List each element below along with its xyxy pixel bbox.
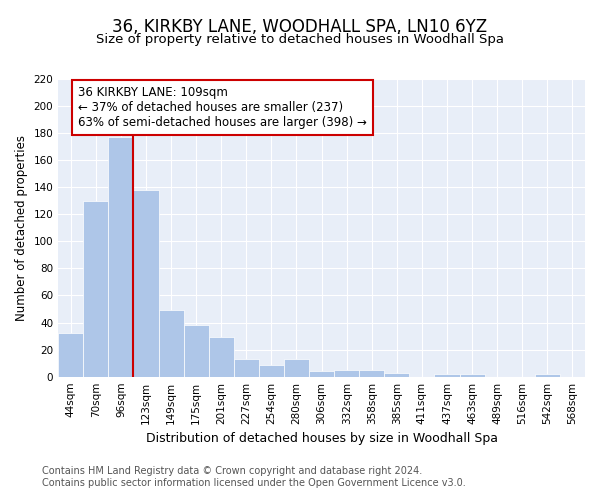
- Bar: [209, 338, 234, 376]
- Bar: [359, 370, 385, 376]
- Bar: [284, 359, 309, 376]
- Text: 36 KIRKBY LANE: 109sqm
← 37% of detached houses are smaller (237)
63% of semi-de: 36 KIRKBY LANE: 109sqm ← 37% of detached…: [78, 86, 367, 129]
- Bar: [259, 364, 284, 376]
- Bar: [385, 372, 409, 376]
- Bar: [334, 370, 359, 376]
- Bar: [109, 137, 133, 376]
- Bar: [184, 326, 209, 376]
- Bar: [460, 374, 485, 376]
- Bar: [158, 310, 184, 376]
- Bar: [309, 372, 334, 376]
- Bar: [83, 201, 109, 376]
- Bar: [434, 374, 460, 376]
- Bar: [535, 374, 560, 376]
- X-axis label: Distribution of detached houses by size in Woodhall Spa: Distribution of detached houses by size …: [146, 432, 497, 445]
- Bar: [234, 359, 259, 376]
- Text: Contains HM Land Registry data © Crown copyright and database right 2024.
Contai: Contains HM Land Registry data © Crown c…: [42, 466, 466, 487]
- Text: Size of property relative to detached houses in Woodhall Spa: Size of property relative to detached ho…: [96, 32, 504, 46]
- Bar: [133, 190, 158, 376]
- Text: 36, KIRKBY LANE, WOODHALL SPA, LN10 6YZ: 36, KIRKBY LANE, WOODHALL SPA, LN10 6YZ: [112, 18, 488, 36]
- Bar: [58, 334, 83, 376]
- Y-axis label: Number of detached properties: Number of detached properties: [15, 135, 28, 321]
